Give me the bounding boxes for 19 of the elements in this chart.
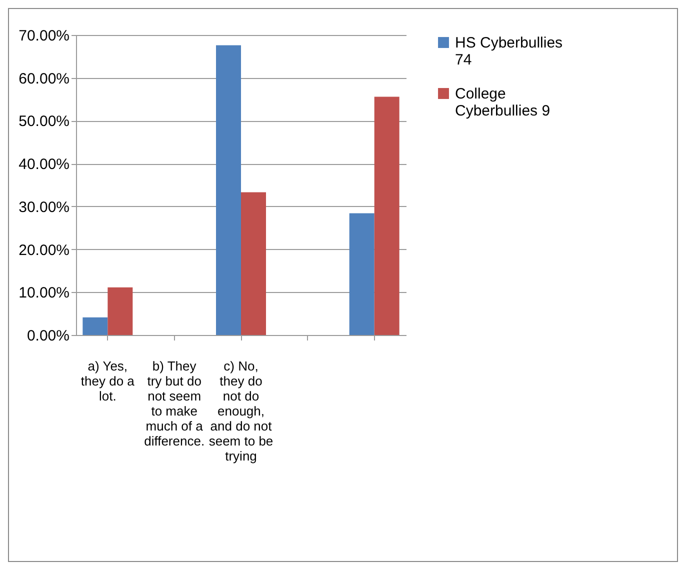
y-tick-label: 70.00%	[18, 28, 70, 44]
y-tick-label: 0.00%	[26, 328, 70, 344]
legend-label: College Cyberbullies 9	[455, 86, 550, 120]
bar	[241, 192, 266, 335]
bar	[82, 317, 108, 335]
y-tick-label: 40.00%	[18, 156, 70, 174]
y-tick-label: 20.00%	[18, 242, 70, 259]
bar	[216, 45, 241, 335]
bar	[374, 96, 400, 335]
legend-label: HS Cyberbullies 74	[455, 34, 563, 68]
bar	[108, 287, 133, 335]
x-tick-label: c) No, they do not do enough, and do not seem to be trying	[208, 358, 274, 464]
y-tick-label: 10.00%	[18, 284, 70, 302]
bar	[349, 213, 374, 335]
x-tick-label: b) They try but do not seem to make much of a difference.	[144, 358, 205, 448]
y-tick-label: 60.00%	[18, 70, 70, 88]
y-tick-label: 30.00%	[18, 198, 70, 216]
y-tick-label: 50.00%	[18, 113, 70, 130]
x-tick-label: a) Yes, they do a lot.	[80, 358, 136, 404]
